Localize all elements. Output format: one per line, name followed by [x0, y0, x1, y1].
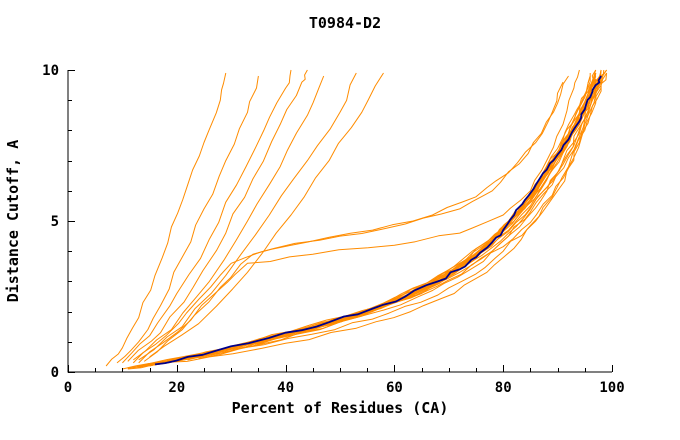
model-curve	[133, 78, 602, 368]
model-curve	[149, 75, 602, 365]
x-axis-label: Percent of Residues (CA)	[232, 399, 449, 417]
model-curve	[138, 72, 597, 368]
model-curve	[143, 81, 564, 362]
y-tick-label: 0	[51, 365, 59, 381]
model-curve	[144, 69, 602, 367]
chart-title: T0984-D2	[309, 14, 381, 32]
model-curve	[198, 72, 608, 359]
best-model-curve	[154, 75, 602, 366]
series-lines	[105, 69, 608, 370]
x-tick-label: 100	[599, 380, 624, 396]
x-tick-label: 40	[277, 380, 294, 396]
model-curve	[154, 69, 605, 365]
model-curve	[138, 78, 597, 367]
y-axis-label: Distance Cutoff, A	[4, 140, 22, 303]
model-curve	[149, 72, 597, 366]
model-curve	[154, 69, 602, 364]
y-tick-label: 5	[51, 214, 59, 230]
model-curve	[105, 72, 227, 367]
model-curve	[132, 75, 569, 364]
x-tick-label: 60	[386, 380, 403, 396]
model-curve	[144, 75, 597, 367]
model-curve	[138, 72, 357, 361]
model-curve	[144, 69, 597, 367]
y-tick-label: 10	[42, 63, 59, 79]
x-tick-label: 20	[168, 380, 185, 396]
model-curve	[138, 78, 597, 368]
model-curve	[149, 72, 384, 358]
model-curve	[122, 69, 292, 364]
model-curve	[127, 69, 308, 362]
model-curve	[138, 69, 580, 364]
x-tick-label: 80	[495, 380, 512, 396]
axes	[67, 70, 613, 373]
model-curve	[116, 75, 259, 364]
x-tick-label: 0	[64, 380, 72, 396]
tick-labels: 0 20 40 60 80 100 0 5 10	[42, 63, 625, 396]
model-curve	[133, 69, 602, 368]
